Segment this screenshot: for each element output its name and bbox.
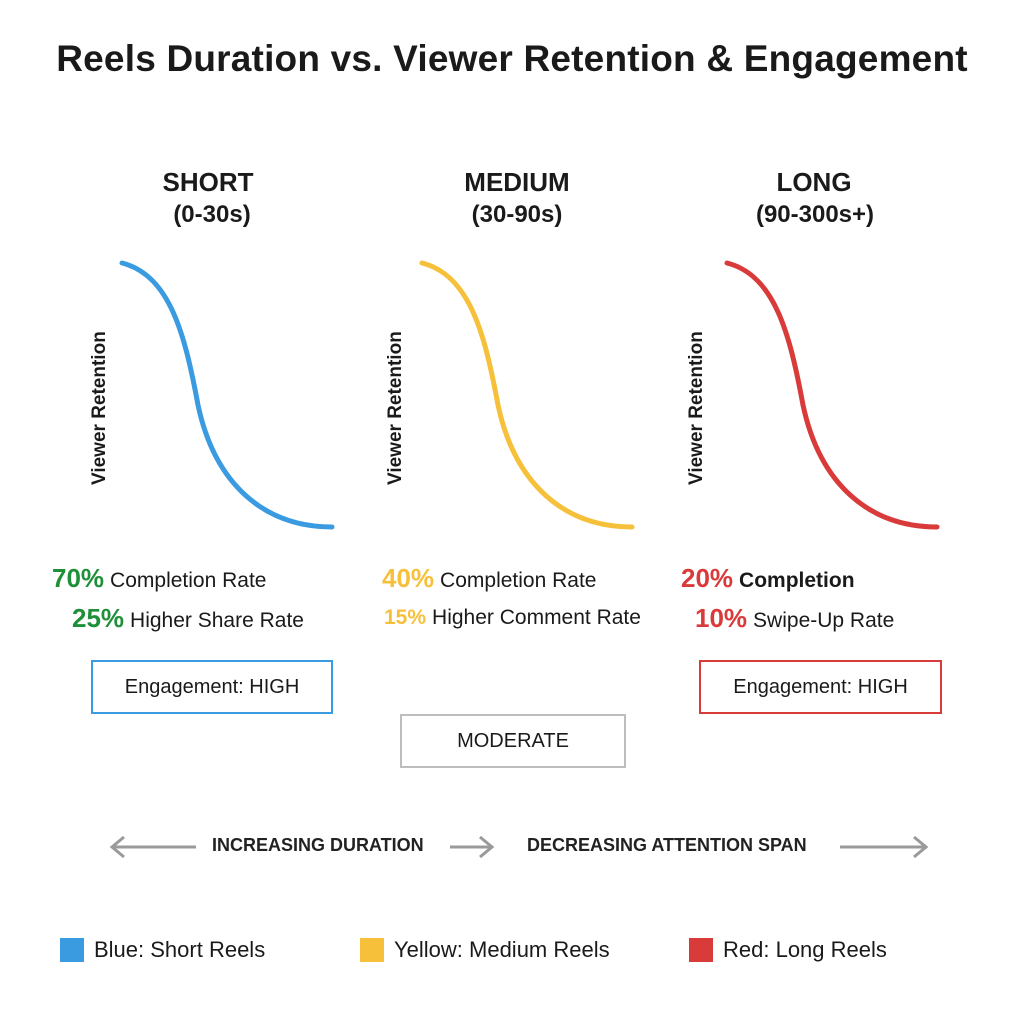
legend-label: Blue: Short Reels — [94, 937, 266, 962]
secondary-stat: 25% Higher Share Rate — [72, 603, 304, 634]
stat-value: 15% — [384, 606, 427, 629]
stat-value: 20% — [681, 563, 734, 593]
panel-range: (90-300s+) — [755, 201, 875, 228]
stat-label: Completion Rate — [110, 569, 267, 592]
stat-value: 40% — [382, 563, 435, 593]
stat-value: 10% — [695, 603, 748, 633]
legend-item-short: Blue: Short Reels — [60, 936, 265, 964]
axis-text-right: DECREASING ATTENTION SPAN — [527, 835, 807, 855]
completion-stat: 70% Completion Rate — [52, 563, 266, 594]
legend-label: Yellow: Medium Reels — [394, 937, 610, 962]
panel-title: LONG — [776, 167, 852, 197]
legend-swatch — [360, 938, 384, 962]
retention-line — [119, 260, 335, 530]
retention-curve-short — [119, 260, 335, 530]
stat-value: 25% — [72, 603, 125, 633]
completion-stat: 20% Completion — [681, 563, 855, 594]
panel-range: (30-90s) — [471, 201, 563, 228]
left-arrow-icon — [109, 835, 196, 859]
engagement-badge-long: Engagement: HIGH — [699, 660, 942, 714]
stat-label: Swipe-Up Rate — [753, 609, 895, 632]
secondary-stat: 15% Higher Comment Rate — [384, 606, 641, 630]
engagement-badge-medium: MODERATE — [400, 714, 626, 768]
right-arrow-icon — [450, 835, 495, 859]
retention-line — [724, 260, 940, 530]
legend-label: Red: Long Reels — [723, 937, 887, 962]
stat-value: 70% — [52, 563, 105, 593]
retention-curve-long — [724, 260, 940, 530]
panel-short: SHORT (0-30s) Viewer Retention 70% Comple… — [50, 165, 370, 635]
legend-swatch — [60, 938, 84, 962]
panel-range: (0-30s) — [173, 201, 251, 228]
panel-title: MEDIUM — [464, 167, 570, 197]
secondary-stat: 10% Swipe-Up Rate — [695, 603, 894, 634]
page-title: Reels Duration vs. Viewer Retention & En… — [56, 38, 968, 79]
duration-axis: INCREASING DURATION DECREASING ATTENTION… — [0, 832, 1024, 862]
panel-title: SHORT — [162, 167, 254, 197]
engagement-badge-short: Engagement: HIGH — [91, 660, 333, 714]
stat-label: Higher Share Rate — [130, 609, 304, 632]
completion-stat: 40% Completion Rate — [382, 563, 596, 594]
legend-swatch — [689, 938, 713, 962]
retention-line — [419, 260, 635, 530]
stat-label: Higher Comment Rate — [432, 606, 641, 629]
stat-label: Completion Rate — [440, 569, 597, 592]
stat-label: Completion — [739, 569, 855, 592]
retention-curve-medium — [419, 260, 635, 530]
panel-long: LONG (90-300s+) Viewer Retention 20% Comp… — [655, 165, 975, 635]
axis-text-left: INCREASING DURATION — [212, 835, 424, 855]
legend-item-long: Red: Long Reels — [689, 936, 887, 964]
legend-item-medium: Yellow: Medium Reels — [360, 936, 610, 964]
right-arrow-icon — [840, 835, 929, 859]
panel-medium: MEDIUM (30-90s) Viewer Retention 40% Comp… — [350, 165, 670, 635]
